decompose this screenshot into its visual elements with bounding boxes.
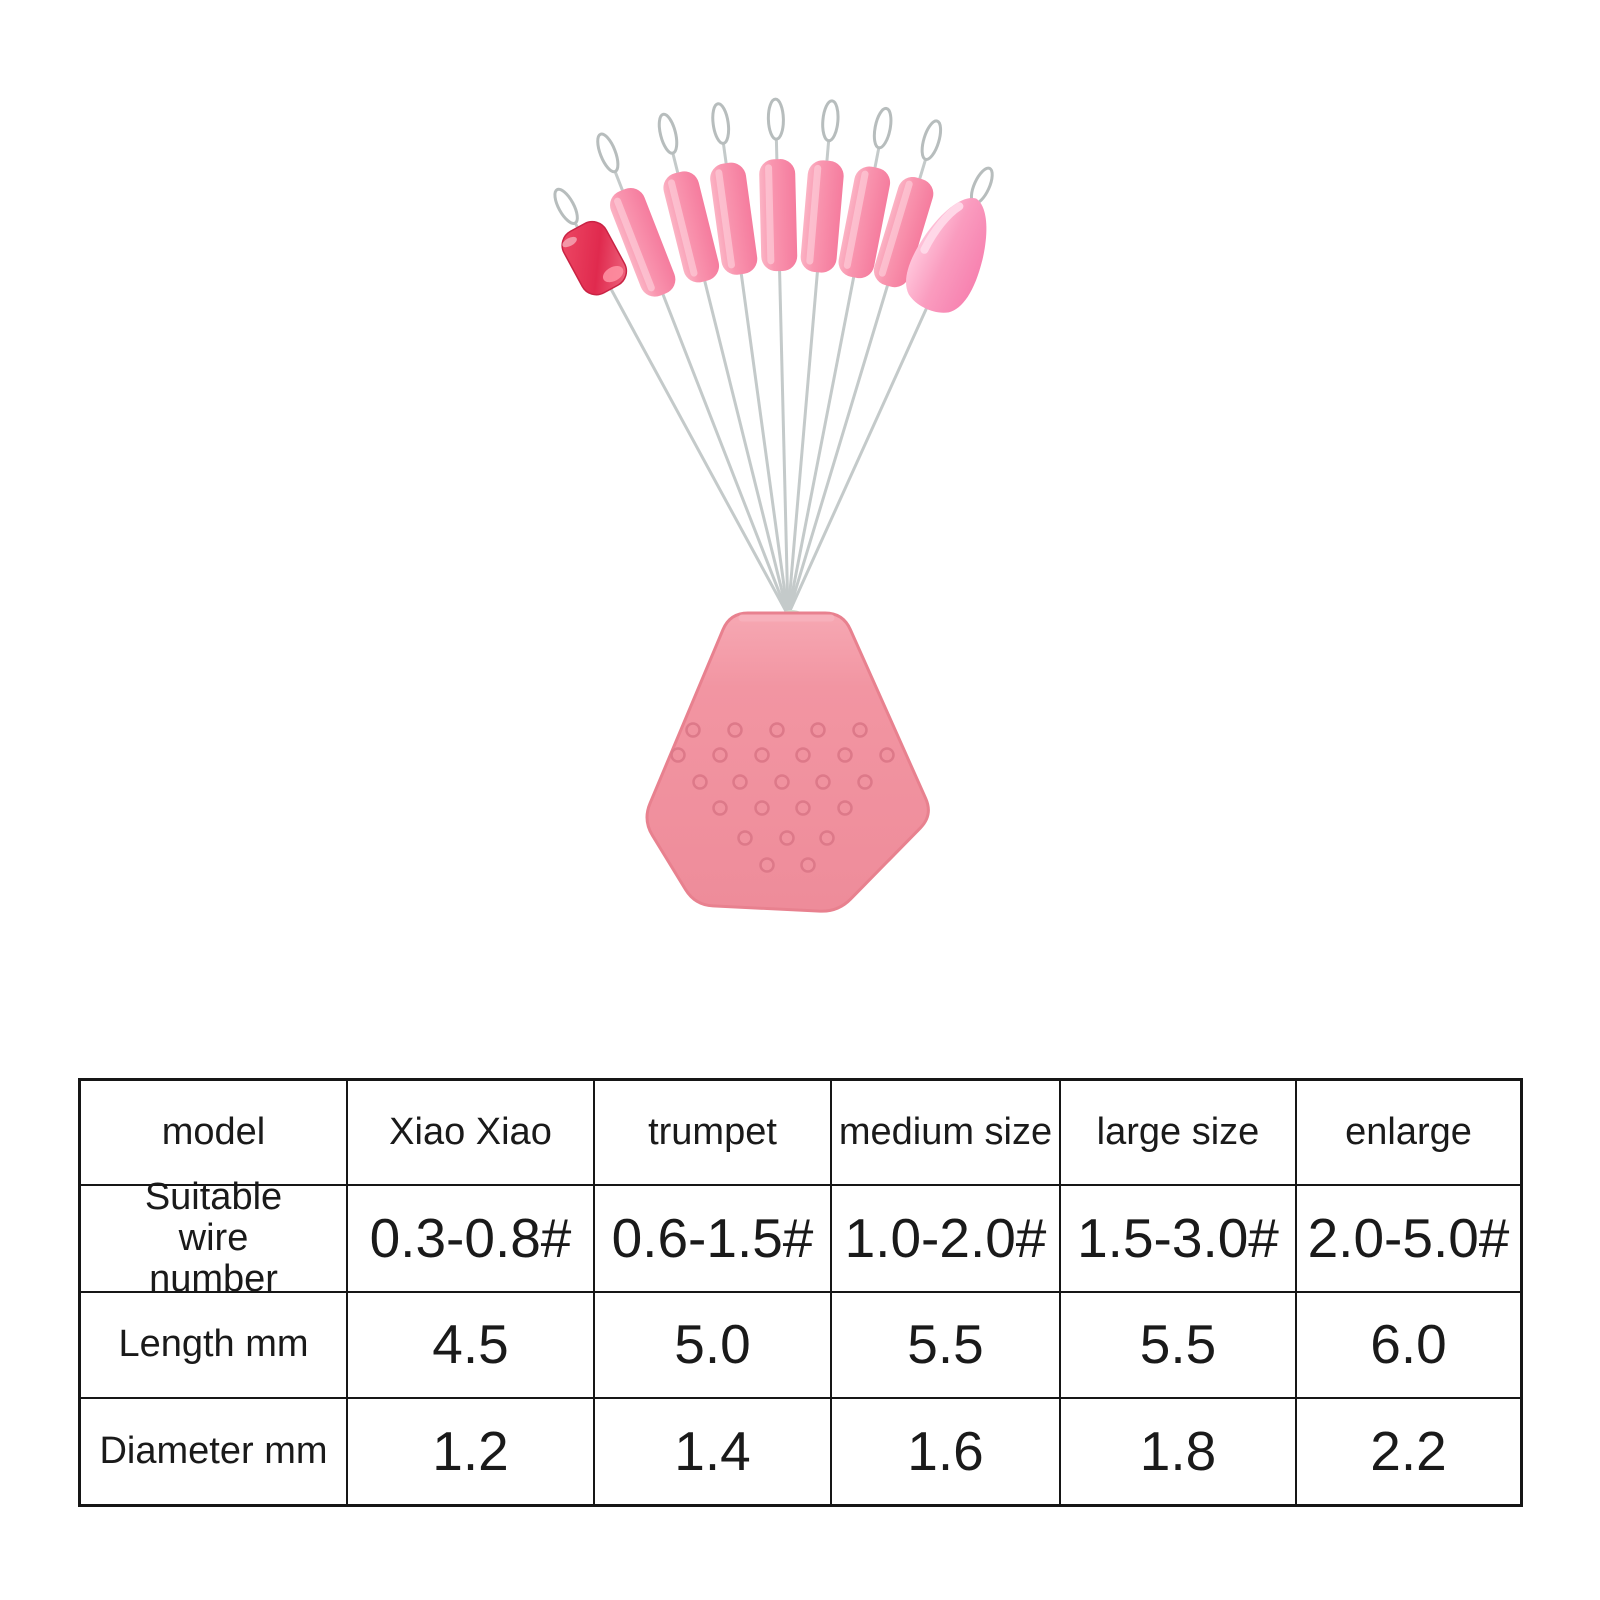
spec-header-trumpet: trumpet xyxy=(595,1081,832,1186)
teardrop-gloss xyxy=(920,202,964,254)
spec-row-label-diameter: Diameter mm xyxy=(81,1399,348,1504)
spec-value-wire-number-1: 0.3-0.8# xyxy=(348,1186,595,1293)
spec-value-diameter-2: 1.4 xyxy=(595,1399,832,1504)
spec-value-length-3: 5.5 xyxy=(832,1293,1061,1399)
spec-table: model Xiao Xiao trumpet medium size larg… xyxy=(78,1078,1523,1507)
stopper-cylinder-5 xyxy=(786,99,844,616)
holder-body xyxy=(645,611,930,913)
stopper-cylinder-4 xyxy=(759,97,798,616)
spec-row-label-length: Length mm xyxy=(81,1293,348,1399)
stopper-red-bead xyxy=(553,187,790,616)
spec-header-medium-size: medium size xyxy=(832,1081,1061,1186)
stopper-cylinder-3 xyxy=(710,102,790,616)
bead-gloss xyxy=(562,236,577,248)
stopper-cylinder-6 xyxy=(786,106,893,616)
spec-value-length-2: 5.0 xyxy=(595,1293,832,1399)
stopper-cylinder-2 xyxy=(657,112,790,616)
spec-value-wire-number-5: 2.0-5.0# xyxy=(1297,1186,1520,1293)
spec-row-label-wire-number: Suitable wire number xyxy=(81,1176,348,1300)
spec-value-diameter-5: 2.2 xyxy=(1297,1399,1520,1504)
stopper-teardrop xyxy=(786,166,994,616)
wire-loop xyxy=(553,187,579,225)
product-image xyxy=(440,60,1140,980)
spec-value-length-5: 6.0 xyxy=(1297,1293,1520,1399)
spec-value-wire-number-4: 1.5-3.0# xyxy=(1061,1186,1297,1293)
spec-header-model: model xyxy=(81,1081,348,1186)
holder-pad xyxy=(645,610,930,913)
spec-value-diameter-1: 1.2 xyxy=(348,1399,595,1504)
spec-value-length-4: 5.5 xyxy=(1061,1293,1297,1399)
stopper-set-illustration xyxy=(553,97,994,913)
holder-dimples xyxy=(670,722,895,873)
spec-value-wire-number-2: 0.6-1.5# xyxy=(595,1186,832,1293)
spec-header-enlarge: enlarge xyxy=(1297,1081,1520,1186)
bead-highlight xyxy=(602,266,624,283)
spec-value-diameter-3: 1.6 xyxy=(832,1399,1061,1504)
spec-value-diameter-4: 1.8 xyxy=(1061,1399,1297,1504)
stopper-cylinder-7 xyxy=(786,119,943,616)
spec-header-xiao-xiao: Xiao Xiao xyxy=(348,1081,595,1186)
spec-value-length-1: 4.5 xyxy=(348,1293,595,1399)
spec-value-wire-number-3: 1.0-2.0# xyxy=(832,1186,1061,1293)
stopper-cylinder-1 xyxy=(596,132,790,616)
spec-header-large-size: large size xyxy=(1061,1081,1297,1186)
